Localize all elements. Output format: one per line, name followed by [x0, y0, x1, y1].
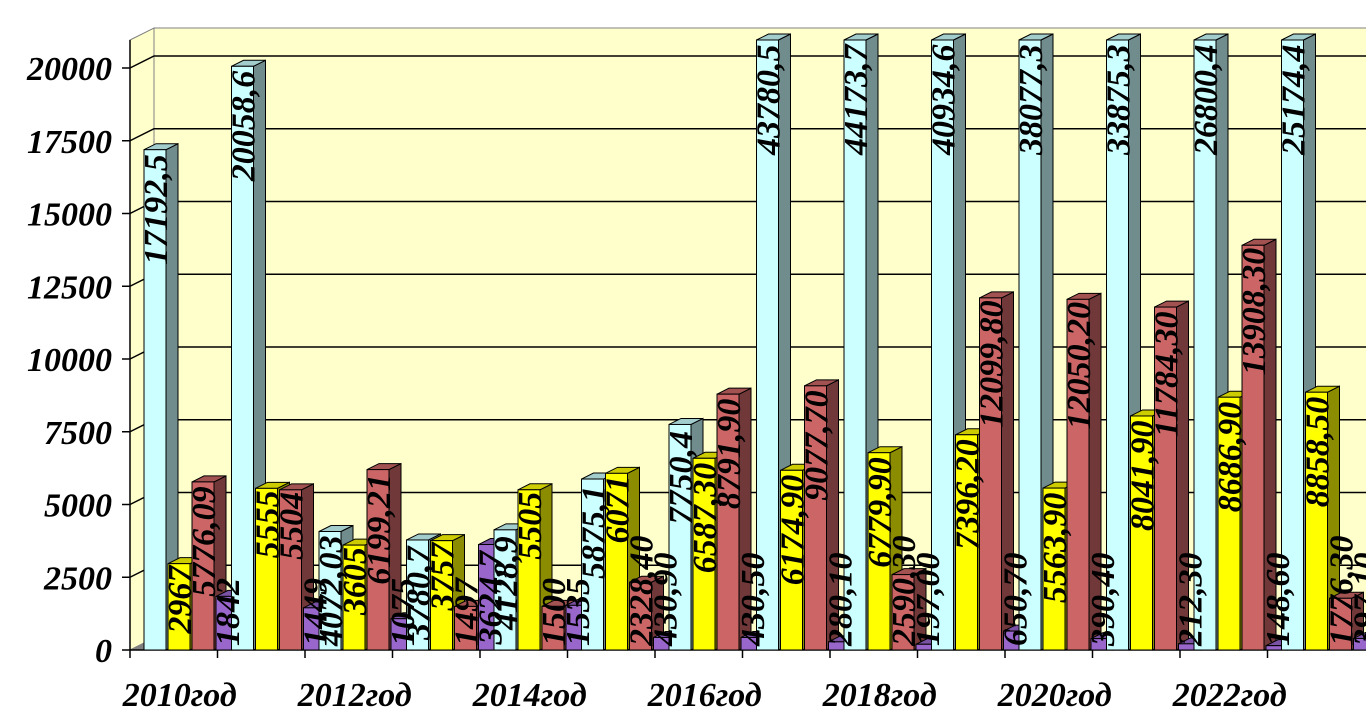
- y-tick-label: 7500: [44, 415, 112, 452]
- bar: [979, 291, 1014, 651]
- data-label: 33875,3: [1101, 45, 1138, 157]
- data-label: 197,00: [910, 553, 947, 647]
- bar: [867, 445, 903, 651]
- data-label: 5505: [512, 492, 549, 560]
- bar: [1154, 300, 1189, 651]
- data-label: 9077,70: [799, 390, 836, 501]
- data-label: 5875,1: [576, 486, 613, 580]
- data-label: 650,70: [998, 553, 1035, 647]
- data-label: 1075: [385, 578, 422, 646]
- data-label: 4128,9: [488, 536, 525, 631]
- data-label: 5504: [274, 492, 311, 560]
- y-tick-label: 17500: [27, 124, 112, 161]
- data-label: 43780,5: [751, 45, 788, 157]
- y-tick-label: 12500: [27, 269, 112, 306]
- data-label: 8858,50: [1300, 397, 1337, 508]
- data-label: 1776,30: [1324, 536, 1361, 647]
- x-tick-label: 2014год: [472, 677, 587, 714]
- data-label: 8686,90: [1212, 402, 1249, 513]
- data-label: 7396,20: [950, 439, 987, 550]
- data-label: 20058,6: [226, 71, 263, 183]
- data-label: 397,10: [1348, 553, 1366, 648]
- y-tick-label: 20000: [26, 51, 112, 88]
- data-label: 1449: [298, 578, 335, 646]
- data-label: 5555: [250, 490, 287, 558]
- bar: [1241, 238, 1277, 651]
- data-label: 6199,21: [361, 474, 398, 585]
- data-label: 6779,90: [862, 457, 899, 568]
- data-label: 280,10: [823, 553, 860, 648]
- bar-series: [143, 33, 1366, 651]
- data-label: 148,60: [1260, 553, 1297, 647]
- data-label: 1842: [210, 578, 247, 646]
- data-label: 38077,3: [1013, 45, 1050, 157]
- x-tick-label: 2020год: [997, 677, 1112, 714]
- bar: [716, 387, 752, 651]
- data-label: 6071: [600, 475, 637, 543]
- data-label: 3624,7: [473, 549, 510, 646]
- bar: [891, 567, 927, 651]
- data-label: 3780,7: [401, 544, 438, 641]
- data-label: 26800,4: [1188, 45, 1225, 157]
- data-label: 2967: [162, 564, 199, 635]
- y-tick-label: 0: [95, 633, 112, 670]
- data-label: 40934,6: [926, 45, 963, 157]
- data-label: 7750,4: [663, 431, 700, 525]
- x-tick-label: 2018год: [822, 677, 937, 714]
- bar: [1066, 292, 1102, 651]
- x-tick-label: 2012год: [297, 677, 412, 714]
- x-axis: 2010год 2012год 2014год 2016год 2018год 2020г…: [122, 649, 1366, 714]
- data-label: 44173,7: [838, 43, 875, 157]
- data-label: 3605: [337, 547, 374, 616]
- data-label: 3757: [425, 541, 462, 612]
- data-label: 6587,30: [687, 463, 724, 574]
- data-label: 1535: [560, 578, 597, 646]
- bar: [629, 575, 664, 651]
- x-tick-label: 2016год: [647, 677, 762, 714]
- data-label: 430,50: [735, 553, 772, 648]
- data-label: 1500: [536, 578, 573, 646]
- data-label: 6174,90: [775, 475, 812, 586]
- data-label: 11784,30: [1149, 311, 1186, 437]
- bar: [1353, 631, 1366, 651]
- data-label: 430,90: [648, 553, 685, 648]
- bar: [1305, 385, 1340, 651]
- data-label: 212,30: [1173, 553, 1210, 648]
- x-tick-label: 2022год: [1172, 677, 1287, 714]
- data-label: 4072,03: [313, 536, 350, 648]
- data-label: 8791,90: [711, 399, 748, 510]
- bar: [1106, 33, 1141, 651]
- x-tick-label: 2010год: [122, 677, 237, 714]
- data-label: 12050,20: [1061, 302, 1098, 430]
- y-tick-label: 15000: [27, 197, 112, 234]
- data-label: 2328,40: [624, 536, 661, 648]
- data-label: 390,40: [1085, 553, 1122, 648]
- data-label: 5563,90: [1037, 493, 1074, 604]
- data-label: 8041,90: [1125, 420, 1162, 531]
- y-axis: 0 2500 5000 7500 10000 12500 15000 17500 20000: [26, 40, 131, 670]
- data-label: 17192,5: [138, 154, 175, 265]
- data-label: 1497: [449, 576, 486, 646]
- bar: [143, 142, 179, 651]
- y-tick-label: 2500: [43, 560, 112, 597]
- data-label: 5776,09: [186, 486, 223, 597]
- data-label: 2590,30: [886, 536, 923, 648]
- data-label: 25174,4: [1276, 45, 1313, 157]
- bar: [366, 462, 402, 651]
- y-tick-label: 5000: [44, 488, 112, 525]
- data-label: 13908,30: [1236, 248, 1273, 376]
- data-label: 12099,80: [974, 300, 1011, 428]
- y-tick-label: 10000: [27, 342, 112, 379]
